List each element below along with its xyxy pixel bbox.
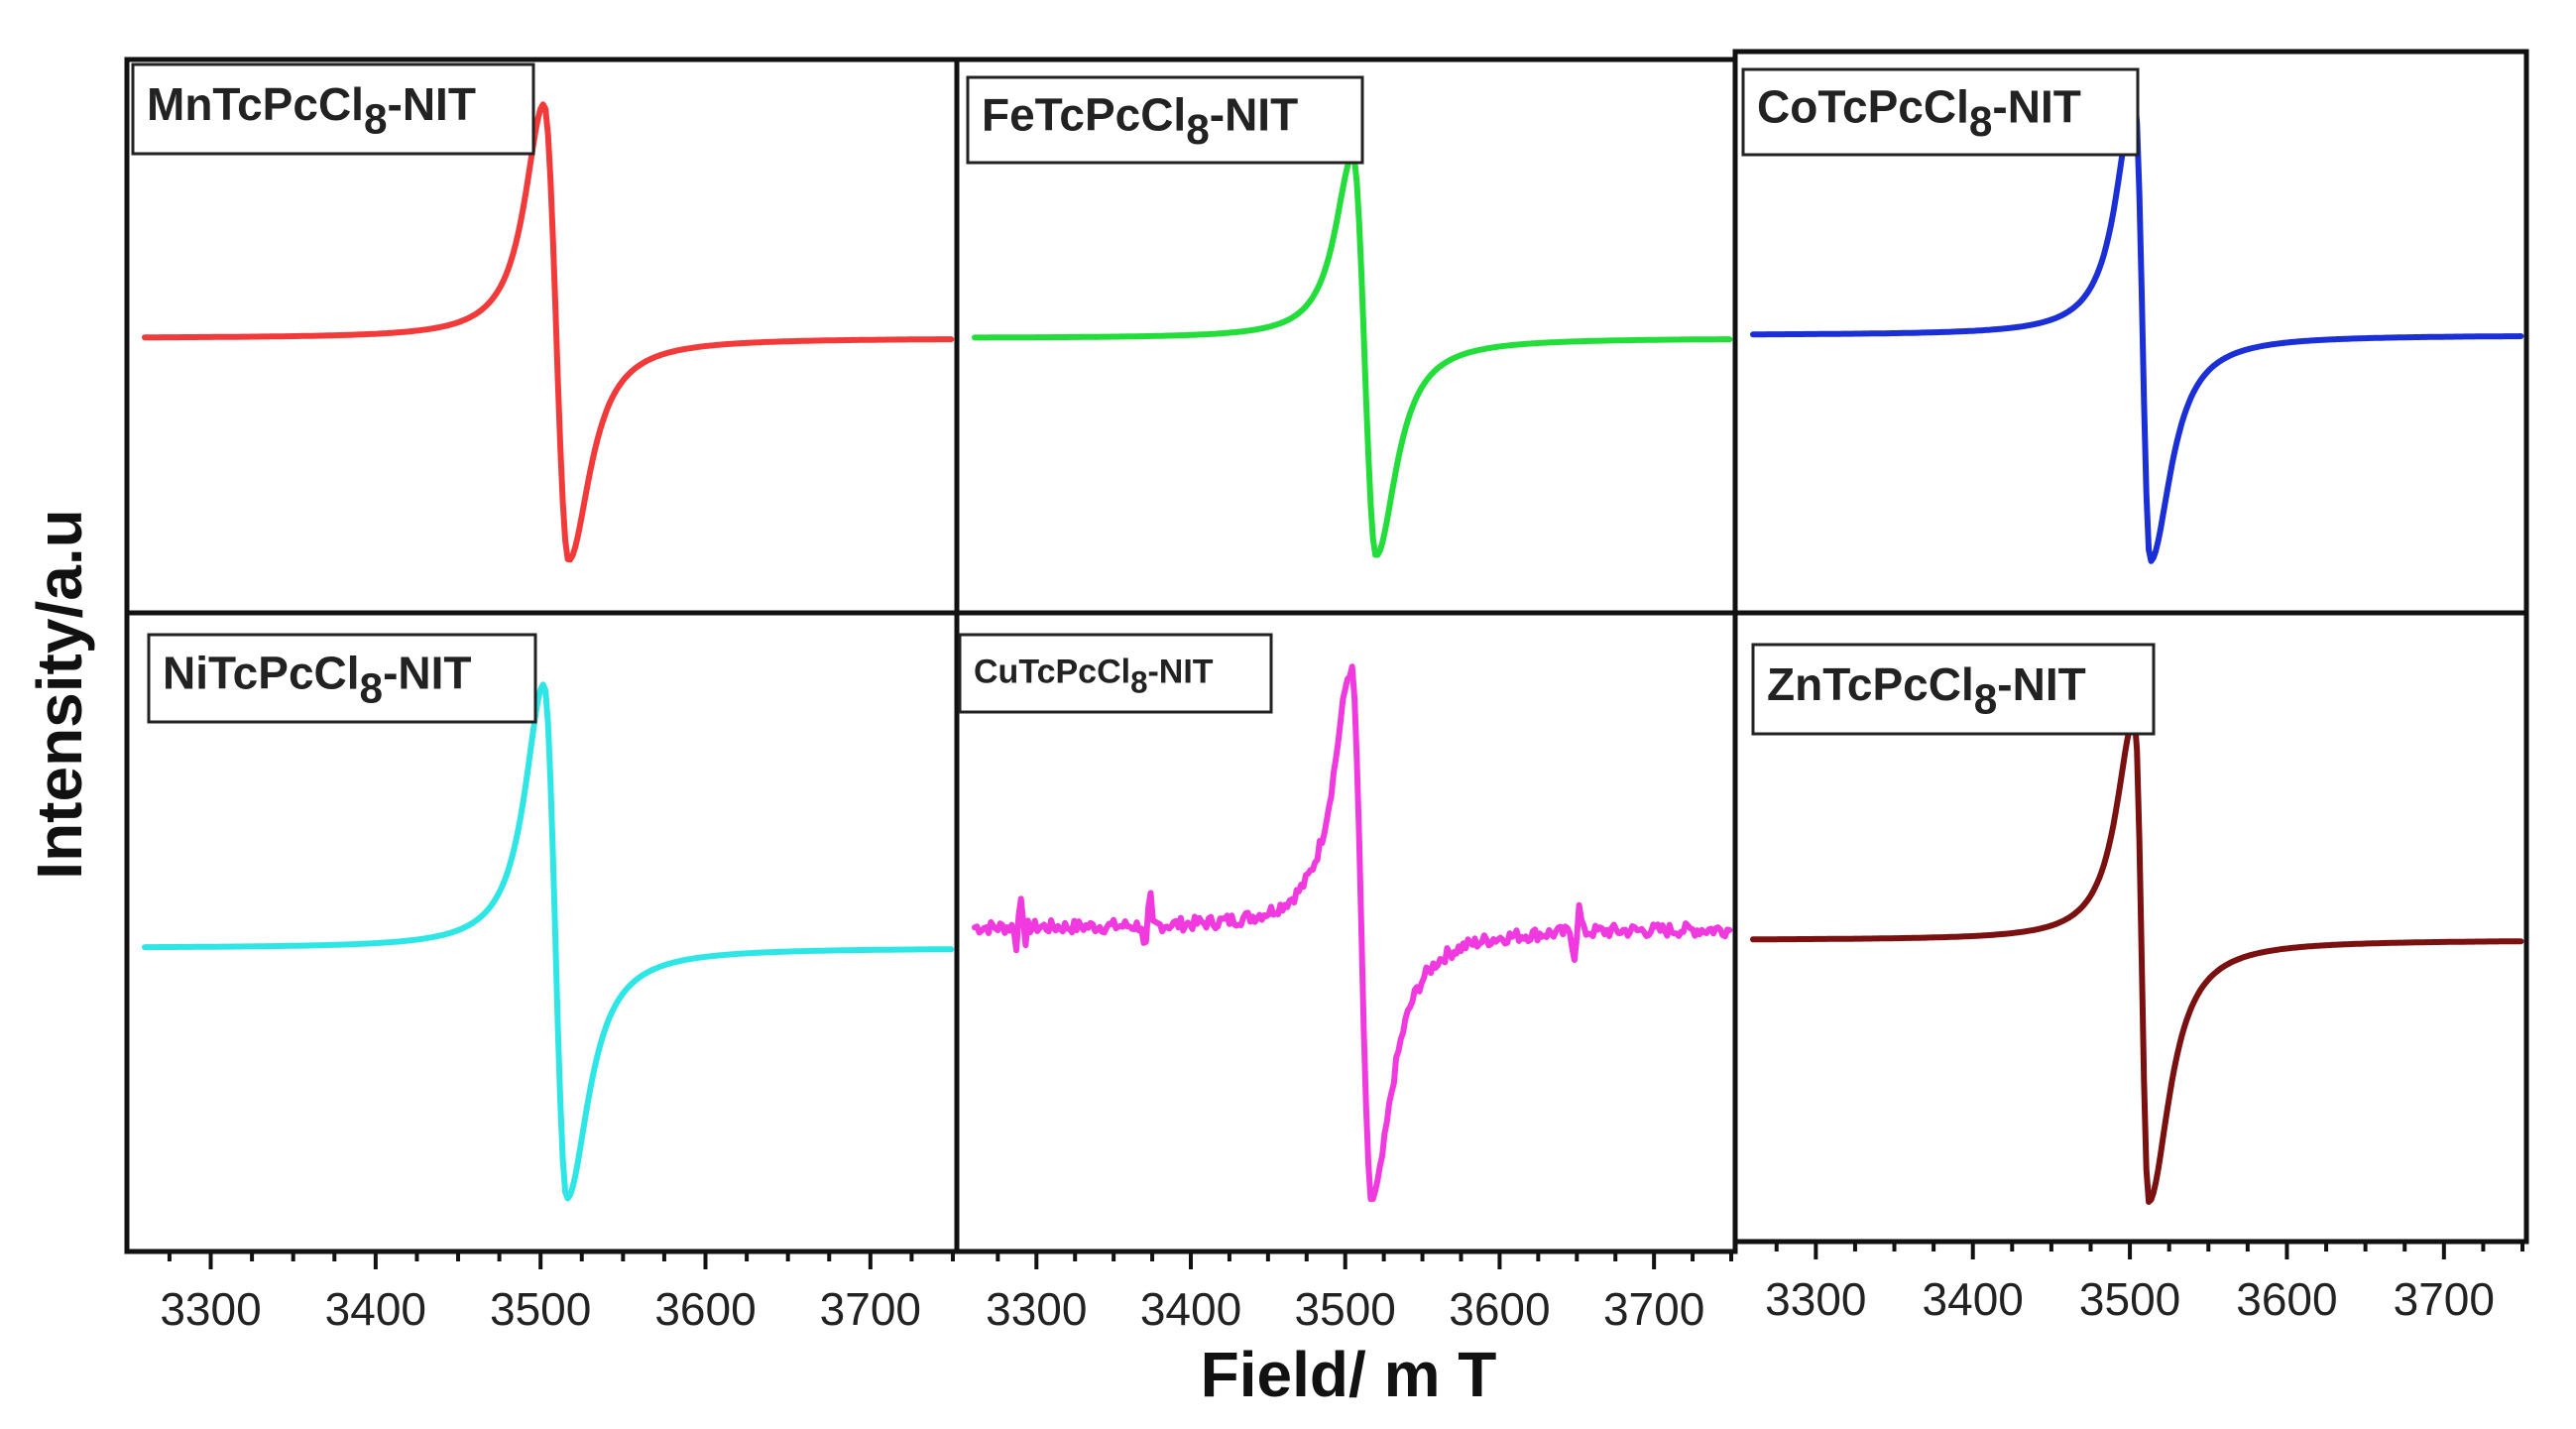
x-tick-label: 3300	[160, 1283, 261, 1335]
legend-text: CoTcPcCl8-NIT	[1757, 80, 2081, 145]
x-tick-label: 3700	[1603, 1283, 1704, 1335]
panel-zn: ZnTcPcCl8-NIT 3300 3400 3500 3600 3700	[1732, 610, 2529, 1325]
legend-label-mn: MnTcPcCl8-NIT	[131, 62, 535, 156]
legend-label-zn: ZnTcPcCl8-NIT	[1751, 643, 2156, 736]
x-tick-label: 3300	[1765, 1273, 1866, 1325]
series-line-co	[1750, 94, 2524, 564]
x-tick-label: 3300	[986, 1283, 1087, 1335]
legend-text: MnTcPcCl8-NIT	[147, 78, 476, 143]
x-tick-label: 3500	[490, 1283, 591, 1335]
series-line-cu	[972, 663, 1733, 1203]
legend-label-cu: CuTcPcCl8-NIT	[958, 633, 1273, 714]
x-tick-label: 3700	[2394, 1273, 2495, 1325]
legend-box	[147, 633, 537, 724]
legend-box	[1741, 67, 2140, 157]
legend-box	[958, 633, 1273, 714]
legend-box	[966, 75, 1364, 165]
x-tick-label: 3600	[1449, 1283, 1550, 1335]
legend-box	[1751, 643, 2156, 736]
panels-group: MnTcPcCl8-NIT FeTcPcCl8-NIT CoTcPcCl8-NIT N…	[124, 49, 2529, 1335]
legend-label-co: CoTcPcCl8-NIT	[1741, 67, 2140, 157]
panel-cu: CuTcPcCl8-NIT 3300 3400 3500 3600 3700	[954, 610, 1738, 1335]
x-tick-label: 3500	[2079, 1273, 2180, 1325]
x-tick-label: 3400	[325, 1283, 426, 1335]
x-tick-label: 3400	[1923, 1273, 2024, 1325]
x-tick-label: 3500	[1295, 1283, 1396, 1335]
x-tick-label: 3600	[2236, 1273, 2337, 1325]
panel-mn: MnTcPcCl8-NIT	[124, 57, 960, 616]
series-line-mn	[142, 101, 955, 563]
y-axis-title: Intensity/a.u	[24, 509, 95, 879]
legend-text: NiTcPcCl8-NIT	[163, 648, 472, 712]
legend-text: ZnTcPcCl8-NIT	[1767, 658, 2086, 723]
x-axis-title: Field/ m T	[1201, 1339, 1497, 1410]
legend-label-fe: FeTcPcCl8-NIT	[966, 75, 1364, 165]
x-tick-label: 3700	[820, 1283, 921, 1335]
legend-label-ni: NiTcPcCl8-NIT	[147, 633, 537, 724]
x-tick-label: 3600	[654, 1283, 756, 1335]
panel-co: CoTcPcCl8-NIT	[1732, 49, 2529, 616]
series-line-ni	[142, 681, 955, 1202]
panel-ni: NiTcPcCl8-NIT 3300 3400 3500 3600 3700	[124, 610, 960, 1335]
legend-text: CuTcPcCl8-NIT	[974, 653, 1214, 699]
legend-box	[131, 62, 535, 156]
x-tick-label: 3400	[1140, 1283, 1241, 1335]
panel-fe: FeTcPcCl8-NIT	[954, 57, 1738, 616]
legend-text: FeTcPcCl8-NIT	[982, 88, 1298, 153]
series-line-zn	[1750, 714, 2524, 1205]
series-line-fe	[972, 153, 1733, 558]
